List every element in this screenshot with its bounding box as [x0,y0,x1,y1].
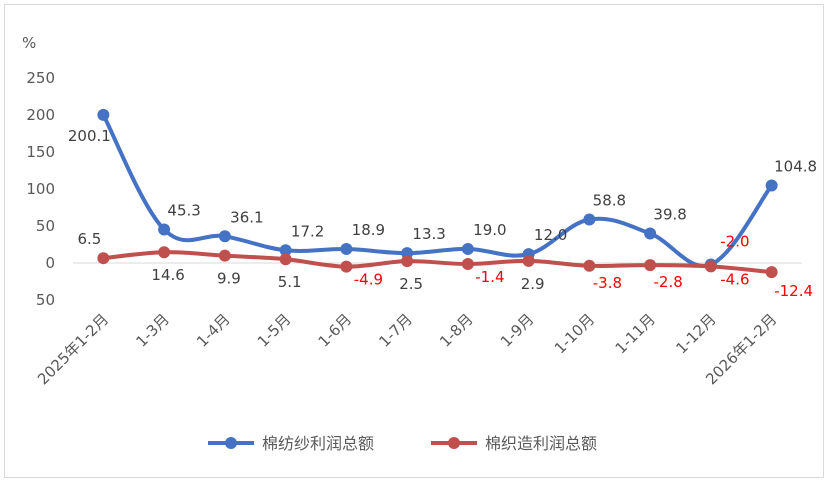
y-tick-label: 150 [26,143,55,161]
data-label: -1.4 [475,268,504,286]
data-label: 45.3 [167,201,200,219]
data-point [218,249,231,262]
y-tick-label: 200 [26,106,55,124]
x-tick-label: 1-11月 [612,310,659,357]
data-point [218,230,231,243]
data-label: -3.8 [593,274,622,292]
y-tick-label: 0 [45,254,55,272]
data-label: -2.8 [653,273,682,291]
data-label: -4.9 [354,271,383,289]
x-tick-label: 1-4月 [193,310,234,351]
y-tick-label: 250 [26,69,55,87]
legend-marker-2 [448,437,460,449]
x-tick-label: 1-12月 [672,310,719,357]
data-point [704,260,717,273]
data-label: -4.6 [720,270,749,288]
data-label: 19.0 [473,221,506,239]
y-tick-label: 50 [36,217,55,235]
data-label: 36.1 [230,208,263,226]
data-point [765,266,778,279]
data-label: 14.6 [151,266,184,284]
data-point [340,243,353,256]
x-tick-label: 1-8月 [436,310,477,351]
data-label: 58.8 [593,191,626,209]
x-tick-label: 1-10月 [551,310,598,357]
data-point [401,255,414,268]
y-axis-unit: % [22,34,36,52]
y-tick-label: 100 [26,180,55,198]
x-tick-label: 1-7月 [375,310,416,351]
data-point [522,254,535,267]
data-label: 39.8 [653,206,686,224]
data-label: 5.1 [278,273,302,291]
data-label: -12.4 [774,282,813,300]
data-label: 2.5 [399,275,423,293]
data-label: 17.2 [291,222,324,240]
data-label: 6.5 [77,230,101,248]
chart-frame [4,4,824,478]
data-label: 200.1 [68,127,111,145]
x-tick-label: 1-5月 [254,310,295,351]
data-point [279,244,292,257]
legend-label-1: 棉纺纱利润总额 [262,434,374,453]
data-point [279,253,292,266]
data-point [97,252,110,265]
y-tick-label: 50 [36,291,55,309]
data-point [644,259,657,272]
legend-marker-1 [225,437,237,449]
x-tick-label: 1-9月 [497,310,538,351]
series-line-2 [101,250,774,275]
data-point [158,246,171,259]
data-point [97,108,110,121]
data-point [644,227,657,240]
series-line-1 [101,112,774,268]
x-tick-label: 1-3月 [132,310,173,351]
data-label: 13.3 [412,225,445,243]
data-label: 18.9 [352,221,385,239]
data-label: 2.9 [521,275,545,293]
data-label: 9.9 [217,270,241,288]
data-label: 12.0 [534,226,567,244]
data-point [340,260,353,273]
data-point [158,223,171,236]
data-point [583,213,596,226]
x-tick-label: 1-6月 [315,310,356,351]
data-point [461,258,474,271]
data-label: -2.0 [720,232,749,250]
legend-label-2: 棉织造利润总额 [485,434,597,453]
data-label: 104.8 [774,157,817,175]
x-tick-label: 2025年1-2月 [34,310,112,388]
data-point [461,242,474,255]
data-point [765,179,778,192]
data-point [583,259,596,272]
